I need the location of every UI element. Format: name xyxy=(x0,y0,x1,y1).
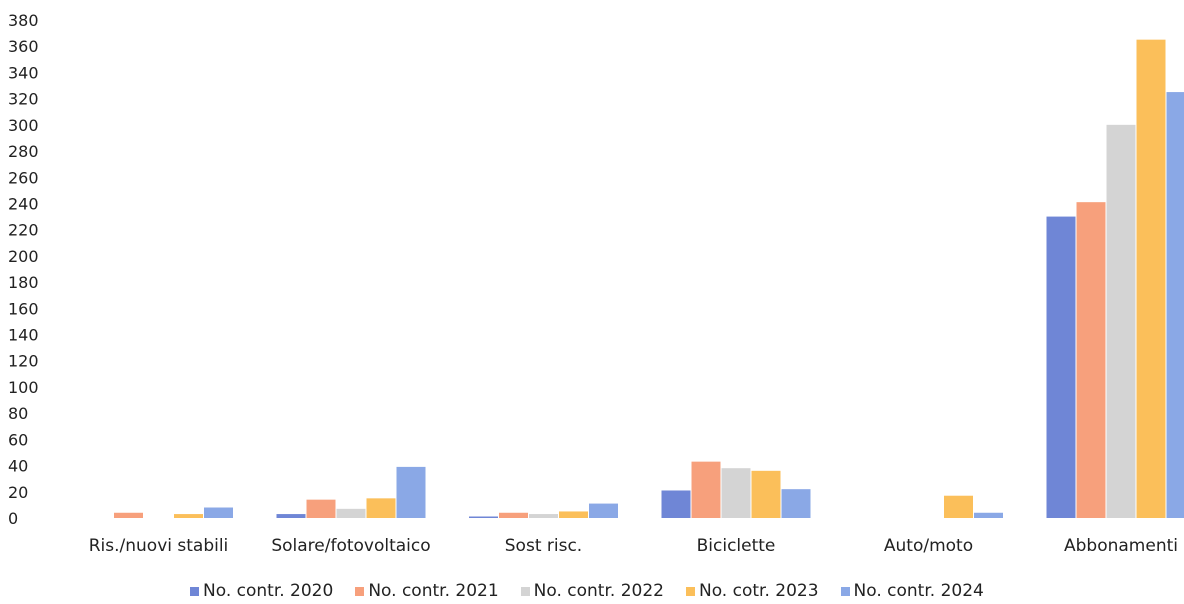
legend-swatch xyxy=(841,587,850,596)
legend-label: No. contr. 2021 xyxy=(368,581,498,601)
bar-chart: 0 20 40 60 80 100 120 140 160 180 200 220 240 260 280 3… xyxy=(0,0,1184,575)
y-tick-label: 160 xyxy=(8,299,39,318)
bar xyxy=(469,517,498,519)
legend-label: No. contr. 2022 xyxy=(534,581,664,601)
bar xyxy=(1107,125,1136,518)
bar xyxy=(529,514,558,518)
y-tick-label: 80 xyxy=(8,404,28,423)
bar xyxy=(174,514,203,518)
legend-swatch xyxy=(355,587,364,596)
y-tick-label: 140 xyxy=(8,326,39,345)
x-category-label: Biciclette xyxy=(697,536,776,556)
legend-item: No. contr. 2024 xyxy=(841,581,984,601)
legend-label: No. contr. 2024 xyxy=(854,581,984,601)
x-category-label: Auto/moto xyxy=(884,536,973,556)
y-tick-label: 180 xyxy=(8,273,39,292)
bar xyxy=(337,509,366,518)
bar xyxy=(944,496,973,518)
y-tick-label: 200 xyxy=(8,247,39,266)
y-axis: 0 20 40 60 80 100 120 140 160 180 200 220 240 260 280 3… xyxy=(8,11,39,528)
x-category-label: Ris./nuovi stabili xyxy=(89,536,229,556)
y-tick-label: 20 xyxy=(8,483,28,502)
bar xyxy=(752,471,781,518)
y-tick-label: 280 xyxy=(8,142,39,161)
bars xyxy=(114,40,1184,518)
bar xyxy=(114,513,143,518)
y-tick-label: 300 xyxy=(8,116,39,135)
bar xyxy=(692,462,721,518)
legend-item: No. cotr. 2023 xyxy=(686,581,819,601)
x-category-label: Solare/fotovoltaico xyxy=(271,536,430,556)
bar xyxy=(367,498,396,518)
bar xyxy=(1047,217,1076,518)
bar xyxy=(782,489,811,518)
bar xyxy=(1137,40,1166,518)
y-tick-label: 380 xyxy=(8,11,39,30)
legend-swatch xyxy=(686,587,695,596)
legend-label: No. cotr. 2023 xyxy=(699,581,819,601)
bar xyxy=(277,514,306,518)
bar xyxy=(974,513,1003,518)
y-tick-label: 240 xyxy=(8,194,39,213)
y-tick-label: 100 xyxy=(8,378,39,397)
y-tick-label: 60 xyxy=(8,430,28,449)
x-category-label: Abbonamenti xyxy=(1064,536,1178,556)
legend-label: No. contr. 2020 xyxy=(203,581,333,601)
bar xyxy=(722,468,751,518)
y-tick-label: 40 xyxy=(8,457,28,476)
bar xyxy=(589,504,618,518)
bar xyxy=(1167,92,1184,518)
y-tick-label: 340 xyxy=(8,63,39,82)
legend-swatch xyxy=(190,587,199,596)
y-tick-label: 360 xyxy=(8,37,39,56)
y-tick-label: 260 xyxy=(8,168,39,187)
legend-item: No. contr. 2021 xyxy=(355,581,498,601)
y-tick-label: 220 xyxy=(8,221,39,240)
y-tick-label: 120 xyxy=(8,352,39,371)
bar xyxy=(204,508,233,518)
legend: No. contr. 2020 No. contr. 2021 No. contr.… xyxy=(190,578,984,604)
legend-item: No. contr. 2020 xyxy=(190,581,333,601)
legend-swatch xyxy=(521,587,530,596)
x-category-label: Sost risc. xyxy=(505,536,582,556)
x-axis: Ris./nuovi stabili Solare/fotovoltaico Sos… xyxy=(89,536,1178,556)
bar xyxy=(397,467,426,518)
bar xyxy=(1077,202,1106,518)
y-tick-label: 0 xyxy=(8,509,18,528)
y-tick-label: 320 xyxy=(8,90,39,109)
legend-item: No. contr. 2022 xyxy=(521,581,664,601)
bar xyxy=(499,513,528,518)
bar xyxy=(662,490,691,518)
bar xyxy=(307,500,336,518)
bar xyxy=(559,511,588,518)
